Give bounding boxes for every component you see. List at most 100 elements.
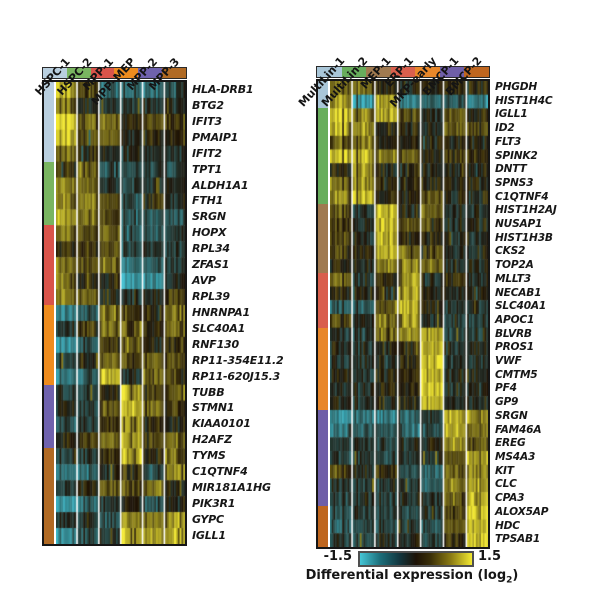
gene-label-C1QTNF4: C1QTNF4 xyxy=(192,465,248,479)
column-annotation-HSPC-2 xyxy=(66,68,91,78)
gene-label-GYPC: GYPC xyxy=(192,512,224,526)
gene-label-RP11-354E11.2: RP11-354E11.2 xyxy=(192,353,284,367)
gene-label-FLT3: FLT3 xyxy=(495,135,522,148)
colorbar-min-label: -1.5 xyxy=(323,549,352,564)
row-cluster-segment-left-2 xyxy=(44,225,54,305)
gene-label-column-right: PHGDH HIST1H4C IGLL1 ID2 FLT3 SPINK2 DNTT SPNS3… xyxy=(495,81,557,547)
gene-label-PMAIP1: PMAIP1 xyxy=(192,130,239,144)
gene-label-CPA3: CPA3 xyxy=(495,492,525,505)
gene-label-TPT1: TPT1 xyxy=(192,162,222,176)
gene-label-SRGN: SRGN xyxy=(192,210,226,224)
colorbar-max-label: 1.5 xyxy=(478,549,502,564)
row-cluster-segment-left-4 xyxy=(44,384,54,449)
caption-close: ) xyxy=(512,568,519,583)
column-annotation-bar-left xyxy=(42,67,187,79)
row-cluster-segment-right-0 xyxy=(318,81,328,109)
gene-label-SRGN: SRGN xyxy=(495,409,528,422)
gene-label-PF4: PF4 xyxy=(495,382,517,395)
gene-label-RPL34: RPL34 xyxy=(192,242,230,256)
gene-label-STMN1: STMN1 xyxy=(192,401,235,415)
gene-label-AVP: AVP xyxy=(192,274,216,288)
gene-label-ID2: ID2 xyxy=(495,122,515,135)
gene-label-FAM46A: FAM46A xyxy=(495,423,542,436)
column-annotation-MPP-1 xyxy=(90,68,115,78)
gene-label-RP11-620J15.3: RP11-620J15.3 xyxy=(192,369,280,383)
gene-label-HLA-DRB1: HLA-DRB1 xyxy=(192,83,254,96)
column-annotation-MPP–MEP xyxy=(114,68,139,78)
row-cluster-segment-left-1 xyxy=(44,161,54,226)
row-cluster-sidebar-left xyxy=(44,82,54,544)
gene-label-MS4A3: MS4A3 xyxy=(495,450,536,463)
colorbar-gradient xyxy=(358,551,474,567)
row-cluster-segment-right-4 xyxy=(318,327,328,410)
gene-label-GP9: GP9 xyxy=(495,396,519,409)
gene-label-HNRNPA1: HNRNPA1 xyxy=(192,305,250,319)
gene-label-IGLL1: IGLL1 xyxy=(495,108,528,121)
row-cluster-segment-right-3 xyxy=(318,272,328,328)
gene-label-NUSAP1: NUSAP1 xyxy=(495,218,543,231)
gene-label-PROS1: PROS1 xyxy=(495,341,534,354)
gene-label-APOC1: APOC1 xyxy=(495,313,535,326)
gene-label-HDC: HDC xyxy=(495,519,520,532)
gene-label-SPNS3: SPNS3 xyxy=(495,176,534,189)
row-cluster-sidebar-right xyxy=(318,81,328,547)
gene-label-HIST1H2AJ: HIST1H2AJ xyxy=(495,204,557,217)
column-annotation-MultiLin-1 xyxy=(317,67,342,77)
row-cluster-segment-left-3 xyxy=(44,305,54,385)
column-annotation-MultiLin-2 xyxy=(341,67,367,77)
gene-label-SLC40A1: SLC40A1 xyxy=(192,321,246,335)
gene-label-CMTM5: CMTM5 xyxy=(495,368,538,381)
row-cluster-segment-left-5 xyxy=(44,448,54,544)
heatmap-canvas-left xyxy=(56,82,185,544)
row-cluster-segment-right-2 xyxy=(318,204,328,273)
gene-label-HIST1H4C: HIST1H4C xyxy=(495,94,553,107)
gene-label-PHGDH: PHGDH xyxy=(495,81,537,93)
caption-text: Differential expression (log xyxy=(305,568,507,583)
gene-label-MIR181A1HG: MIR181A1HG xyxy=(192,481,271,495)
column-annotation-HSPC-1 xyxy=(43,68,67,78)
gene-label-IFIT3: IFIT3 xyxy=(192,114,222,128)
column-annotation-BMCP-1 xyxy=(439,67,465,77)
gene-label-MLLT3: MLLT3 xyxy=(495,272,531,285)
gene-label-RPL39: RPL39 xyxy=(192,289,230,303)
row-cluster-segment-left-0 xyxy=(44,82,54,162)
gene-label-ALDH1A1: ALDH1A1 xyxy=(192,178,249,192)
gene-label-BLVRB: BLVRB xyxy=(495,327,532,340)
column-annotation-ERP-1 xyxy=(390,67,416,77)
column-annotation-MEP-1 xyxy=(366,67,391,77)
gene-label-HIST1H3B: HIST1H3B xyxy=(495,231,553,244)
gene-label-column-left: HLA-DRB1 BTG2 IFIT3 PMAIP1 IFIT2 TPT1 ALDH1A1 F… xyxy=(192,82,284,544)
gene-label-TYMS: TYMS xyxy=(192,449,226,463)
colorbar-caption: Differential expression (log2) xyxy=(298,568,526,586)
gene-label-VWF: VWF xyxy=(495,355,522,368)
gene-label-SLC40A1: SLC40A1 xyxy=(495,300,547,313)
gene-label-BTG2: BTG2 xyxy=(192,98,224,112)
column-annotation-bar-right xyxy=(316,66,490,78)
row-cluster-segment-right-5 xyxy=(318,409,328,506)
gene-label-IFIT2: IFIT2 xyxy=(192,146,222,160)
gene-label-PIK3R1: PIK3R1 xyxy=(192,496,236,510)
heatmap-canvas-right xyxy=(330,81,488,547)
gene-label-KIT: KIT xyxy=(495,464,514,477)
gene-label-FTH1: FTH1 xyxy=(192,194,224,208)
column-annotation-MPP-3 xyxy=(162,68,186,78)
gene-label-H2AFZ: H2AFZ xyxy=(192,433,232,447)
gene-label-CLC: CLC xyxy=(495,478,517,491)
gene-label-CKS2: CKS2 xyxy=(495,245,526,258)
gene-label-HOPX: HOPX xyxy=(192,226,227,240)
gene-label-NECAB1: NECAB1 xyxy=(495,286,542,299)
gene-label-C1QTNF4: C1QTNF4 xyxy=(495,190,549,203)
column-annotation-BMCP-2 xyxy=(464,67,490,77)
column-annotation-MPP-2 xyxy=(138,68,163,78)
row-cluster-segment-right-1 xyxy=(318,108,328,205)
column-annotation-MKP-early xyxy=(415,67,440,77)
gene-label-TPSAB1: TPSAB1 xyxy=(495,533,541,546)
gene-label-IGLL1: IGLL1 xyxy=(192,528,226,542)
gene-label-TOP2A: TOP2A xyxy=(495,259,534,272)
gene-label-DNTT: DNTT xyxy=(495,163,527,176)
caption-subscript: 2 xyxy=(506,575,513,586)
gene-label-SPINK2: SPINK2 xyxy=(495,149,538,162)
gene-label-EREG: EREG xyxy=(495,437,526,450)
gene-label-ZFAS1: ZFAS1 xyxy=(192,258,230,272)
